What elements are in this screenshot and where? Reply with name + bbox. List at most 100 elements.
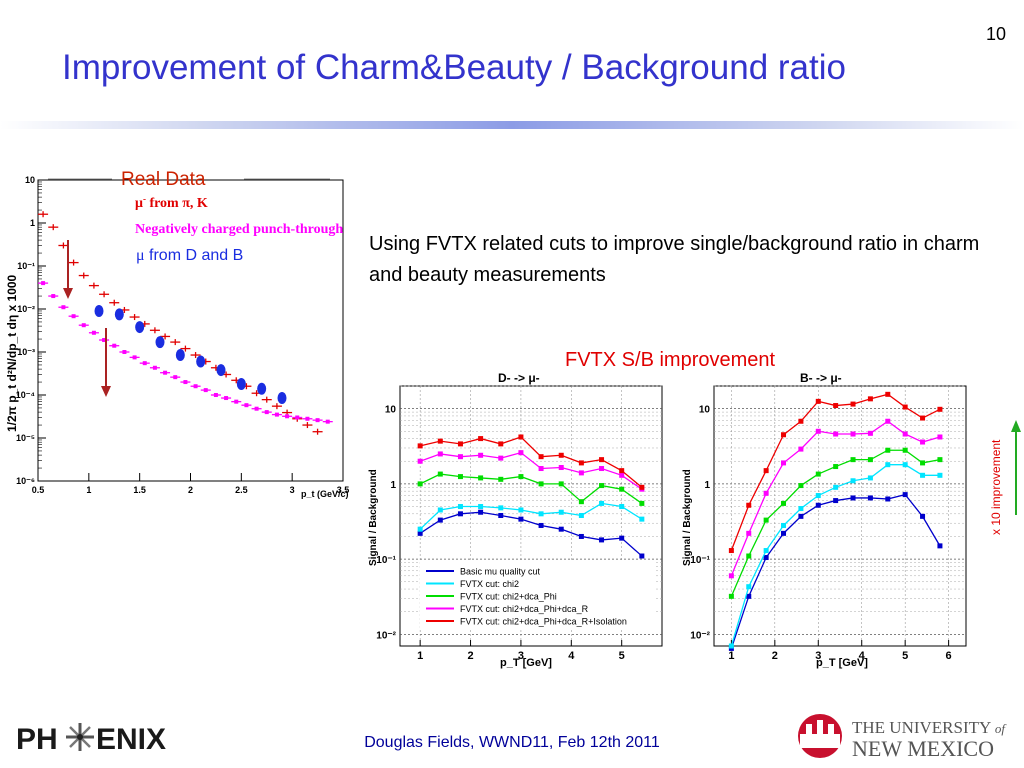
b-series-point [833, 484, 839, 490]
d-y-tick-label: 10⁻² [376, 630, 396, 641]
b-series-point [833, 431, 839, 437]
left-y-tick-label: 10⁻⁵ [16, 433, 35, 443]
d-series-point [558, 509, 564, 515]
d-series-point [558, 465, 564, 471]
b-series-point [867, 430, 873, 436]
d-and-b-point [155, 336, 165, 349]
d-series-point [599, 466, 605, 472]
punch-through-marker [203, 388, 208, 393]
d-series-point [558, 481, 564, 487]
d-x-tick-label: 1 [417, 650, 423, 662]
punch-through-marker [295, 415, 300, 420]
b-y-tick-label: 10⁻² [690, 630, 710, 641]
d-x-tick-label: 3 [518, 650, 524, 662]
title-divider [0, 121, 1024, 129]
b-chart-title: B- -> μ- [800, 371, 842, 385]
left-y-tick-label: 10⁻¹ [17, 261, 35, 271]
unm-emblem-icon [798, 714, 842, 758]
punch-through-marker [112, 343, 117, 348]
left-y-tick-label: 10⁻⁶ [16, 476, 35, 486]
down-arrow-1-head [63, 288, 73, 299]
d-series-point [457, 454, 463, 460]
punch-through-marker [305, 416, 310, 421]
b-grid [714, 385, 966, 646]
punch-through-marker [152, 365, 157, 370]
b-series-point [885, 447, 891, 453]
b-series-point [937, 543, 943, 549]
punch-through-marker [234, 399, 239, 404]
b-series-point [763, 548, 769, 554]
d-and-b-point [175, 349, 185, 362]
up-arrow-head [1011, 420, 1021, 432]
b-series-point [781, 460, 787, 466]
d-and-b-point [257, 382, 267, 395]
d-series-point [578, 533, 584, 539]
b-x-tick-label: 4 [859, 650, 866, 662]
d-x-tick-labels: 1 2 3 4 5 [417, 650, 625, 662]
d-series-point [639, 516, 645, 522]
b-series-point [763, 555, 769, 561]
b-series-point [902, 431, 908, 437]
d-series-point [417, 530, 423, 536]
punch-through-marker [193, 384, 198, 389]
b-x-tick-label: 6 [946, 650, 952, 662]
b-series-point [833, 498, 839, 504]
d-series-point [478, 509, 484, 515]
d-series-point [498, 441, 504, 447]
b-meson-chart: B- -> μ- 10 1 10⁻¹ 10⁻² 1 2 3 4 5 6 Signal / Bac… [682, 371, 967, 669]
d-series-point [518, 516, 524, 522]
d-and-b-point [94, 304, 104, 317]
b-series-point [763, 490, 769, 496]
b-series-point [867, 396, 873, 402]
b-series-point [902, 462, 908, 468]
b-series-point [815, 428, 821, 434]
b-x-tick-label: 5 [902, 650, 908, 662]
left-x-tick-labels: 0.5 1 1.5 2 2.5 3 3.5 [32, 485, 350, 495]
d-series-point [518, 474, 524, 480]
b-x-tick-label: 1 [728, 650, 734, 662]
b-series-point [746, 584, 752, 590]
punch-through-marker [224, 396, 229, 401]
d-y-tick-labels: 10 1 10⁻¹ 10⁻² [376, 405, 396, 642]
b-plot-area [713, 385, 967, 647]
b-series-point [798, 418, 804, 424]
d-series-point [498, 512, 504, 518]
punch-through-marker [61, 305, 66, 310]
b-series-point [746, 530, 752, 536]
b-series-point [798, 446, 804, 452]
left-x-axis-label: p_t (GeV/c) [301, 489, 349, 499]
d-series-point [538, 511, 544, 517]
d-series-point [518, 434, 524, 440]
d-chart-title: D- -> μ- [498, 371, 540, 385]
d-series-point [437, 507, 443, 513]
d-series-point [619, 468, 625, 474]
punch-through-marker [315, 418, 320, 423]
b-y-tick-label: 1 [704, 480, 710, 491]
punch-through-marker [213, 393, 218, 397]
punch-through-marker [81, 323, 86, 328]
d-series-point [478, 475, 484, 481]
b-series-point [746, 553, 752, 559]
punch-through-marker [163, 370, 168, 375]
d-x-tick-label: 4 [568, 650, 575, 662]
d-series-point [538, 466, 544, 472]
b-series-point [781, 522, 787, 528]
left-x-tick-label: 3.5 [337, 485, 350, 495]
b-series-point [815, 398, 821, 404]
b-y-tick-label: 10⁻¹ [690, 555, 710, 566]
d-and-b-point [216, 364, 226, 377]
left-plot-area [37, 179, 344, 482]
punch-through-marker [285, 414, 290, 419]
d-series-point [619, 472, 625, 478]
slide-number: 10 [985, 24, 1006, 44]
b-series-point [781, 500, 787, 506]
real-data-chart: 10 1 10⁻¹ 10⁻² 10⁻³ 10⁻⁴ 10⁻⁵ 10⁻⁶ 0.5 1 1.5 2 2.5 3… [5, 169, 350, 499]
punch-through-marker [51, 294, 56, 299]
b-data-marks [728, 391, 943, 651]
b-series-point [815, 502, 821, 508]
b-series-point [920, 472, 926, 478]
d-series-point [639, 500, 645, 506]
d-x-tick-label: 2 [467, 650, 473, 662]
d-legend-entry: FVTX cut: chi2+dca_Phi+dca_R+Isolation [460, 617, 627, 627]
d-series-point [417, 526, 423, 532]
